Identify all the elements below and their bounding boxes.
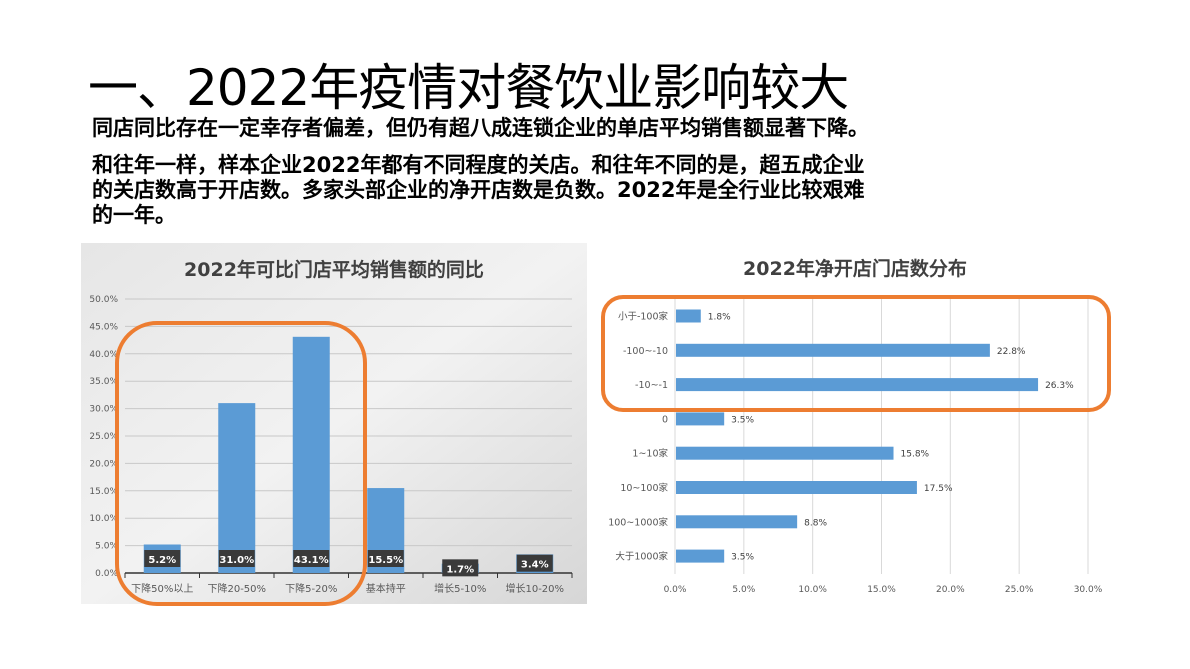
y-tick-label: 35.0%	[89, 377, 118, 387]
y-tick-label: 40.0%	[89, 350, 118, 360]
bar	[676, 481, 917, 494]
x-tick-label: 30.0%	[1074, 585, 1103, 595]
highlight-box	[115, 321, 367, 606]
data-label: 43.1%	[294, 555, 329, 566]
y-tick-label: 20.0%	[89, 459, 118, 469]
bar	[676, 378, 1039, 392]
bar	[676, 446, 894, 460]
data-label-box	[367, 550, 404, 567]
y-tick-label: 5.0%	[95, 542, 118, 552]
y-tick-label: 0.0%	[95, 569, 118, 579]
paragraph-line: 的一年。	[92, 203, 176, 227]
data-label: 3.4%	[521, 560, 549, 571]
paragraph-line: 和往年一样，样本企业2022年都有不同程度的关店。和往年不同的是，超五成企业	[92, 153, 865, 177]
bar	[676, 309, 701, 323]
y-tick-label: 10.0%	[89, 514, 118, 524]
paragraph-line: 的关店数高于开店数。多家头部企业的净开店数是负数。2022年是全行业比较艰难	[92, 178, 865, 202]
y-tick-label: 大于1000家	[615, 551, 668, 563]
x-tick-label: 0.0%	[664, 585, 687, 595]
y-tick-label: 45.0%	[89, 322, 118, 332]
data-label: 3.5%	[731, 415, 754, 425]
data-label: 3.5%	[731, 553, 754, 563]
data-label: 26.3%	[1045, 381, 1074, 391]
y-tick-label: 小于-100家	[618, 311, 669, 323]
data-label-box	[293, 550, 330, 567]
y-tick-label: 15.0%	[89, 487, 118, 497]
x-tick-label: 基本持平	[366, 582, 406, 595]
data-label: 17.5%	[924, 484, 953, 494]
y-tick-label: 10~100家	[620, 482, 668, 494]
y-tick-label: 50.0%	[89, 295, 118, 305]
data-label-box	[516, 554, 553, 572]
y-tick-label: 100~1000家	[608, 516, 668, 528]
bar	[676, 343, 990, 357]
data-label: 31.0%	[219, 555, 254, 566]
data-label-box	[218, 550, 255, 567]
y-tick-label: 0	[662, 414, 668, 425]
y-tick-label: -100~-10	[623, 346, 668, 357]
highlight-box	[601, 295, 1111, 412]
bar	[292, 336, 330, 573]
data-label-box	[144, 550, 181, 567]
x-tick-label: 增长5-10%	[434, 582, 486, 595]
paragraph-line: 同店同比存在一定幸存者偏差，但仍有超八成连锁企业的单店平均销售额显著下降。	[92, 116, 869, 140]
net-store-chart: 2022年净开店门店数分布 0.0% 5.0% 10.0% 15.0% 20.0% 25.…	[601, 257, 1111, 595]
x-tick-label: 增长10-20%	[505, 582, 564, 595]
data-label: 1.8%	[708, 313, 731, 323]
bar	[676, 515, 798, 529]
data-label: 15.5%	[368, 555, 403, 566]
chart-title: 2022年净开店门店数分布	[743, 257, 967, 280]
x-tick-label: 下降20-50%	[207, 582, 266, 595]
bar	[218, 403, 256, 573]
y-tick-label: 25.0%	[89, 432, 118, 442]
bar	[676, 412, 725, 426]
x-tick-label: 15.0%	[867, 585, 896, 595]
y-tick-label: -10~-1	[635, 380, 668, 391]
chart-background	[81, 243, 587, 604]
y-tick-label: 30.0%	[89, 405, 118, 415]
x-tick-label: 20.0%	[936, 585, 965, 595]
y-tick-label: 1~10家	[632, 448, 668, 460]
data-label: 1.7%	[446, 564, 474, 575]
x-tick-label: 25.0%	[1005, 585, 1034, 595]
bar	[676, 549, 725, 563]
data-label: 5.2%	[148, 555, 176, 566]
slide-title: 一、2022年疫情对餐饮业影响较大	[88, 59, 849, 117]
data-label: 15.8%	[901, 450, 930, 460]
x-tick-label: 5.0%	[732, 585, 755, 595]
chart-title: 2022年可比门店平均销售额的同比	[184, 258, 484, 281]
data-label: 22.8%	[997, 347, 1026, 357]
sales-yoy-chart: 2022年可比门店平均销售额的同比 0.0% 5.0% 10.0% 15.0% 20.0…	[81, 243, 587, 606]
x-tick-label: 10.0%	[798, 585, 827, 595]
x-tick-label: 下降5-20%	[285, 582, 337, 595]
data-label-box	[442, 559, 479, 577]
x-tick-label: 下降50%以上	[131, 582, 193, 595]
data-label: 8.8%	[804, 518, 827, 528]
